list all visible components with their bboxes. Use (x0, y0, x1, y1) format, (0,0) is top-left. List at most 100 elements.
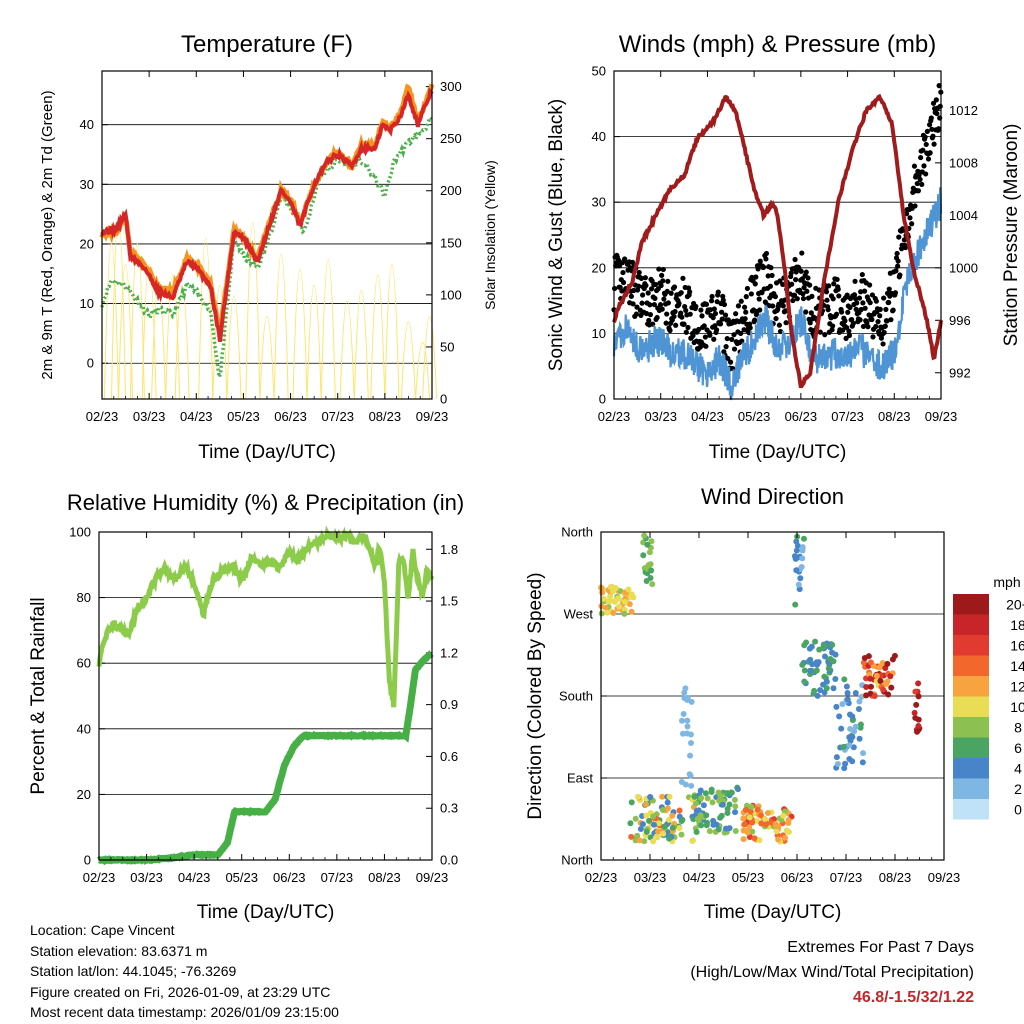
direction-point (859, 759, 866, 766)
direction-point (612, 597, 619, 604)
direction-point (830, 685, 837, 692)
gust-point (720, 297, 726, 303)
direction-point (649, 581, 656, 588)
direction-point (842, 760, 849, 767)
direction-point (801, 667, 808, 674)
gust-point (924, 128, 930, 135)
direction-point (797, 575, 804, 582)
direction-point (849, 734, 856, 741)
direction-point (680, 710, 687, 717)
direction-point (718, 812, 725, 819)
winds-ytick-label: 10 (592, 326, 606, 341)
legend-swatch (953, 614, 989, 635)
gust-point (685, 324, 691, 331)
gust-point (804, 288, 810, 294)
direction-point (860, 750, 867, 757)
direction-point (852, 689, 859, 696)
gust-point (712, 310, 719, 317)
direction-point (611, 585, 618, 592)
direction-point (641, 838, 648, 845)
humidity-xtick-label: 06/23 (273, 870, 306, 885)
direction-point (764, 809, 771, 816)
direction-point (634, 832, 641, 839)
direction-point (829, 641, 836, 648)
gust-point (794, 296, 800, 302)
direction-ytick-label: North (561, 853, 593, 868)
gust-point (708, 298, 715, 304)
direction-point (600, 595, 607, 602)
direction-point (884, 660, 891, 667)
direction-point (812, 638, 819, 645)
temp-2m-line (100, 87, 434, 342)
winds-ylabel: Sonic Wind & Gust (Blue, Black) (546, 99, 567, 371)
direction-point (867, 683, 874, 690)
direction-point (793, 538, 800, 545)
gust-point (865, 324, 871, 330)
humidity-y2tick-label: 1.5 (440, 594, 458, 609)
direction-point (877, 678, 884, 685)
gust-point (873, 298, 879, 304)
gust-point (763, 256, 769, 262)
gust-point (707, 332, 713, 338)
temp-xtick-label: 03/23 (133, 409, 166, 424)
temp-xtick-label: 08/23 (369, 409, 402, 424)
humidity-title: Relative Humidity (%) & Precipitation (i… (67, 490, 464, 515)
legend-label: 4 (1014, 761, 1022, 777)
legend-swatch (953, 717, 989, 738)
legend-swatch (953, 676, 989, 697)
direction-point (650, 838, 657, 845)
direction-point (660, 830, 667, 837)
temp-y2tick-label: 50 (440, 339, 454, 354)
direction-point (643, 578, 650, 585)
gust-point (713, 327, 720, 333)
direction-point (628, 833, 635, 840)
gust-point (767, 283, 773, 289)
winds-ytick-label: 0 (599, 392, 606, 407)
direction-point (763, 821, 770, 828)
gust-point (743, 294, 749, 300)
gust-point (884, 318, 890, 324)
direction-point (643, 828, 650, 835)
insolation-spike (151, 284, 167, 400)
direction-point (703, 812, 710, 819)
gust-point (862, 305, 868, 311)
legend-swatch (953, 758, 989, 779)
direction-point (744, 829, 751, 836)
extremes-subtitle: (High/Low/Max Wind/Total Precipitation) (690, 964, 974, 981)
gust-point (882, 323, 888, 329)
elevation-text: Station elevation: 83.6371 m (30, 942, 208, 959)
direction-point (691, 793, 698, 800)
direction-point (641, 532, 648, 539)
direction-point (732, 803, 739, 810)
winds-y2tick-label: 1012 (949, 103, 978, 118)
gust-point (712, 323, 718, 329)
gust-point (824, 297, 830, 303)
gust-point (665, 278, 671, 284)
gust-point (683, 329, 689, 335)
gust-point (690, 332, 696, 339)
direction-point (710, 821, 717, 828)
legend-label: 0 (1014, 802, 1022, 818)
direction-point (782, 834, 789, 841)
gust-point (647, 312, 654, 318)
pressure-line (612, 93, 943, 389)
gust-point (792, 256, 798, 263)
gust-point (933, 97, 939, 103)
direction-point (708, 789, 715, 796)
direction-point (610, 609, 617, 616)
gust-point (738, 298, 744, 304)
gust-point (643, 282, 649, 289)
gust-point (847, 304, 853, 311)
direction-point (863, 684, 870, 691)
gust-point (777, 278, 783, 284)
humidity-xtick-label: 04/23 (178, 870, 211, 885)
gust-point (935, 126, 942, 132)
gust-point (748, 291, 754, 297)
temp-y2tick-label: 200 (440, 183, 462, 198)
direction-point (650, 813, 657, 820)
gust-point (877, 313, 883, 319)
gust-point (717, 321, 724, 327)
direction-point (643, 812, 650, 819)
direction-point (876, 664, 883, 671)
legend-label: 12 (1010, 679, 1024, 695)
